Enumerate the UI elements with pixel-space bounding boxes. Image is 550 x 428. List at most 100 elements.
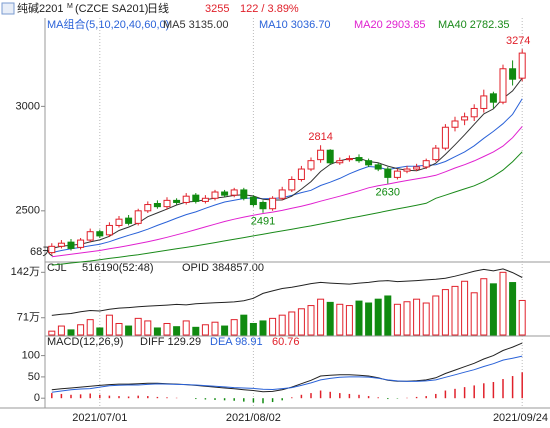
volume-bar: [211, 321, 219, 336]
volume-bar: [403, 301, 411, 336]
candle-body: [163, 199, 171, 208]
contract-code: (CZCE SA201): [75, 3, 148, 15]
volume-bar: [365, 302, 373, 336]
volume-bar: [326, 301, 334, 336]
volume-bar: [48, 330, 56, 336]
contract-name: 纯碱2201: [17, 2, 63, 15]
candle-body: [489, 93, 497, 103]
candle-body: [509, 68, 517, 80]
candle-body: [365, 160, 373, 166]
ma-line: [51, 98, 523, 254]
volume-bar: [134, 317, 142, 336]
candle-body: [326, 149, 334, 164]
ma-legend-title: MA组合(5,10,20,40,60,0): [47, 17, 169, 31]
x-tick-label: 2021/07/01: [72, 412, 127, 424]
ma-line: [51, 151, 523, 266]
x-tick-label: 2021/09/24: [493, 412, 548, 424]
candle-body: [48, 245, 56, 254]
y-tick-label: 2500: [16, 205, 40, 217]
candle-body: [211, 191, 219, 199]
extreme-label: 3274: [506, 35, 530, 47]
dea-line: [51, 355, 523, 393]
volume-bar: [336, 303, 344, 336]
volume-bar: [77, 324, 85, 336]
volume-bar: [297, 308, 305, 336]
candle-body: [422, 160, 430, 168]
candle-body: [96, 231, 104, 237]
volume-bar: [105, 314, 113, 336]
extreme-label: 2491: [251, 216, 275, 228]
candle-body: [269, 197, 277, 210]
candle-body: [518, 52, 526, 79]
volume-bar: [221, 325, 229, 336]
volume-bar: [182, 320, 190, 336]
candle-body: [144, 204, 152, 212]
open-interest-line: [51, 268, 523, 316]
volume-bar: [249, 322, 257, 336]
volume-bar: [192, 326, 200, 336]
volume-bar: [393, 303, 401, 336]
candle-body: [201, 197, 209, 202]
volume-bar: [173, 326, 181, 336]
candle-body: [288, 178, 296, 191]
period: 日线: [147, 1, 169, 15]
macd-title: MACD(12,26,9): [47, 336, 123, 348]
candle-body: [441, 126, 449, 149]
candle-body: [57, 242, 65, 247]
candle-body: [259, 201, 267, 210]
candle-body: [240, 189, 248, 199]
y-tick-label: 71万: [17, 312, 40, 324]
candle-body: [221, 191, 229, 196]
volume-bar: [451, 285, 459, 336]
candle-body: [345, 158, 353, 161]
volume-bar: [230, 319, 238, 336]
volume-stats: 516190(52:48): [82, 262, 154, 274]
volume-bar: [269, 317, 277, 336]
y-tick-label: 3000: [16, 100, 40, 112]
volume-bar: [470, 292, 478, 336]
extreme-label: 2630: [376, 187, 400, 199]
candle-body: [297, 168, 305, 180]
dea-label: DEA 98.91: [210, 336, 263, 348]
days: 68天: [30, 246, 53, 258]
candle-body: [470, 107, 478, 118]
volume-bar: [441, 289, 449, 336]
oi-label: OPID 384857.00: [182, 262, 264, 274]
candle-body: [134, 210, 142, 224]
candle-body: [105, 224, 113, 236]
candle-body: [278, 189, 286, 199]
volume-bar: [259, 320, 267, 336]
volume-bar: [461, 280, 469, 336]
candle-body: [86, 231, 94, 241]
candle-body: [451, 120, 459, 128]
candle-body: [307, 160, 315, 170]
volume-bar: [384, 295, 392, 336]
ma-legend: MA20 2903.85: [354, 19, 426, 31]
price: 3255: [205, 3, 229, 15]
candle-body: [182, 195, 190, 203]
candle-body: [230, 189, 238, 196]
volume-bar: [355, 300, 363, 336]
volume-bar: [413, 298, 421, 336]
candle-body: [192, 194, 200, 202]
candle-body: [384, 168, 392, 178]
volume-bar: [115, 322, 123, 336]
icon: [1, 2, 15, 15]
volume-bar: [518, 299, 526, 336]
candle-body: [355, 157, 363, 162]
y-tick-label: 50: [28, 371, 40, 383]
volume-bar: [144, 320, 152, 336]
candle-body: [480, 95, 488, 109]
volume-bar: [480, 278, 488, 336]
candle-body: [153, 203, 161, 208]
y-tick-label: 100: [22, 350, 40, 362]
volume-bar: [96, 327, 104, 336]
x-tick-label: 2021/08/02: [226, 412, 281, 424]
flag: M: [67, 3, 73, 10]
candle-body: [432, 147, 440, 161]
volume-bar: [307, 305, 315, 336]
volume-bar: [288, 311, 296, 336]
volume-bar: [317, 298, 325, 336]
candle-body: [67, 241, 75, 249]
